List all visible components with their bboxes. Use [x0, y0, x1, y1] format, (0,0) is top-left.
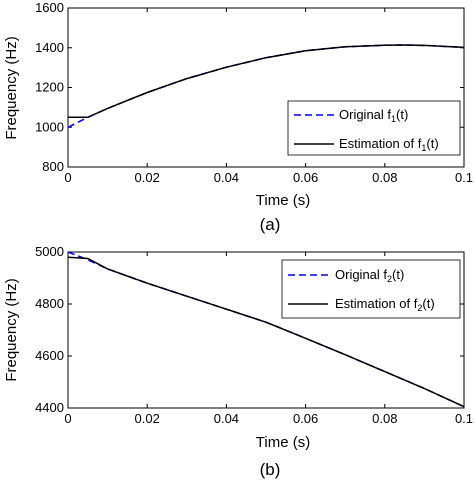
panel-a: 0 0.02 0.04 0.06 0.08 0.18001000120014001600 … — [3, 0, 473, 234]
x-tick-label: 0.04 — [214, 170, 239, 185]
y-tick-label: 1000 — [35, 119, 64, 134]
y-axis-label-b: Frequency (Hz) — [3, 278, 20, 381]
legend-box-a — [287, 100, 461, 156]
legend-entry-estimation-a: Estimation of f1(t) — [339, 136, 439, 153]
legend-box-b — [281, 259, 461, 319]
caption-a: (a) — [260, 215, 281, 234]
y-axis-label-a: Frequency (Hz) — [3, 36, 20, 139]
legend-entry-original-a: Original f1(t) — [339, 107, 408, 124]
x-tick-label: 0.06 — [293, 170, 318, 185]
legend-b: Original f2(t) Estimation of f2(t) — [281, 259, 461, 319]
y-tick-label: 4800 — [35, 296, 64, 311]
caption-b: (b) — [260, 460, 281, 479]
legend-entry-original-b: Original f2(t) — [335, 267, 404, 284]
y-tick-label: 4600 — [35, 348, 64, 363]
x-tick-label: 0 — [64, 170, 71, 185]
y-tick-label: 1400 — [35, 40, 64, 55]
x-tick-label: 0.08 — [372, 170, 397, 185]
y-tick-label: 1600 — [35, 0, 64, 15]
x-axis-label-b: Time (s) — [256, 434, 310, 451]
axes-frame-b — [67, 251, 465, 409]
x-axis-label-a: Time (s) — [256, 192, 310, 209]
series-line-estimation-b — [67, 256, 465, 408]
y-tick-label: 1200 — [35, 80, 64, 95]
x-tick-label: 0.1 — [455, 411, 473, 426]
legend-a: Original f1(t) Estimation of f1(t) — [287, 100, 461, 156]
legend-entry-estimation-b: Estimation of f2(t) — [335, 296, 435, 313]
x-tick-label: 0.04 — [214, 411, 239, 426]
x-tick-label: 0 — [64, 411, 71, 426]
y-tick-label: 5000 — [35, 244, 64, 259]
panel-b: 0 0.02 0.04 0.06 0.08 0.1 4400 4600 4800 5000 Tim… — [3, 244, 473, 479]
x-tick-label: 0.02 — [135, 170, 160, 185]
y-tick-label: 4400 — [35, 400, 64, 415]
x-tick-label: 0.06 — [293, 411, 318, 426]
plot-area-a: 0 0.02 0.04 0.06 0.08 0.1 800 1000 1200 1400 1600 — [35, 0, 473, 185]
plot-area-b: 0 0.02 0.04 0.06 0.08 0.1 4400 4600 4800 5000 — [35, 244, 473, 426]
y-tick-label: 800 — [42, 159, 64, 174]
x-tick-label: 0.08 — [372, 411, 397, 426]
x-tick-label: 0.02 — [135, 411, 160, 426]
x-tick-label: 0.1 — [455, 170, 473, 185]
series-line-estimation-a — [68, 44, 465, 119]
